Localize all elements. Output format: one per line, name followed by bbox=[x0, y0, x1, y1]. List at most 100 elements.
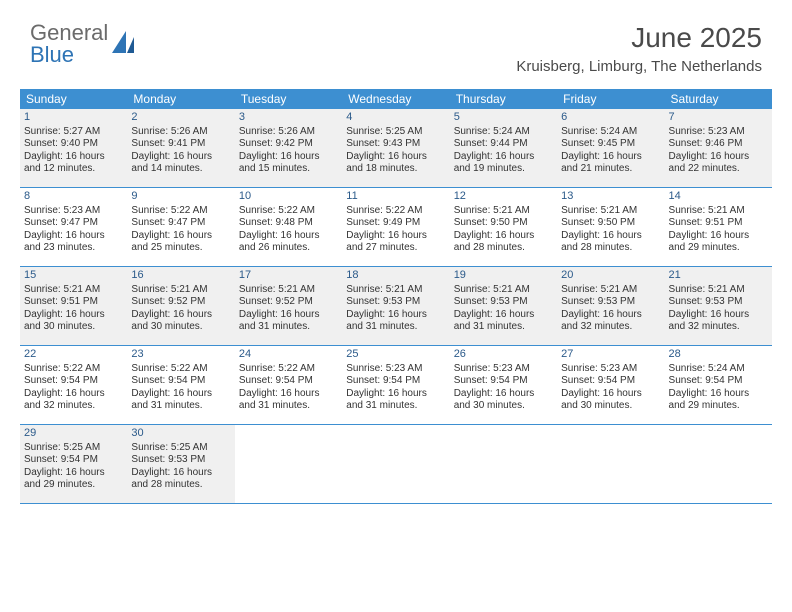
day-sunset: Sunset: 9:52 PM bbox=[131, 296, 230, 309]
day-number: 23 bbox=[131, 348, 230, 362]
day-number: 9 bbox=[131, 190, 230, 204]
day-day2: and 28 minutes. bbox=[561, 242, 660, 255]
day-cell: 6Sunrise: 5:24 AMSunset: 9:45 PMDaylight… bbox=[557, 109, 664, 187]
day-sunrise: Sunrise: 5:21 AM bbox=[561, 205, 660, 218]
day-sunrise: Sunrise: 5:24 AM bbox=[561, 126, 660, 139]
day-sunset: Sunset: 9:43 PM bbox=[346, 138, 445, 151]
day-day2: and 31 minutes. bbox=[239, 400, 338, 413]
day-day2: and 27 minutes. bbox=[346, 242, 445, 255]
day-day1: Daylight: 16 hours bbox=[561, 230, 660, 243]
day-day2: and 30 minutes. bbox=[454, 400, 553, 413]
day-cell: 23Sunrise: 5:22 AMSunset: 9:54 PMDayligh… bbox=[127, 346, 234, 424]
day-sunset: Sunset: 9:53 PM bbox=[561, 296, 660, 309]
day-sunrise: Sunrise: 5:21 AM bbox=[131, 284, 230, 297]
day-sunset: Sunset: 9:54 PM bbox=[131, 375, 230, 388]
day-number: 7 bbox=[669, 111, 768, 125]
weekday-header: Monday bbox=[127, 89, 234, 109]
day-sunset: Sunset: 9:47 PM bbox=[24, 217, 123, 230]
day-day1: Daylight: 16 hours bbox=[131, 309, 230, 322]
day-sunrise: Sunrise: 5:21 AM bbox=[454, 284, 553, 297]
day-day1: Daylight: 16 hours bbox=[561, 151, 660, 164]
day-number: 13 bbox=[561, 190, 660, 204]
day-sunset: Sunset: 9:53 PM bbox=[669, 296, 768, 309]
day-day1: Daylight: 16 hours bbox=[669, 309, 768, 322]
day-number: 28 bbox=[669, 348, 768, 362]
day-day1: Daylight: 16 hours bbox=[24, 151, 123, 164]
day-number: 27 bbox=[561, 348, 660, 362]
day-cell: 8Sunrise: 5:23 AMSunset: 9:47 PMDaylight… bbox=[20, 188, 127, 266]
day-day2: and 32 minutes. bbox=[24, 400, 123, 413]
day-cell: 2Sunrise: 5:26 AMSunset: 9:41 PMDaylight… bbox=[127, 109, 234, 187]
logo: General Blue bbox=[30, 22, 138, 66]
day-cell: 15Sunrise: 5:21 AMSunset: 9:51 PMDayligh… bbox=[20, 267, 127, 345]
day-day1: Daylight: 16 hours bbox=[346, 388, 445, 401]
day-cell: 25Sunrise: 5:23 AMSunset: 9:54 PMDayligh… bbox=[342, 346, 449, 424]
day-day1: Daylight: 16 hours bbox=[239, 309, 338, 322]
day-day1: Daylight: 16 hours bbox=[131, 467, 230, 480]
day-number: 17 bbox=[239, 269, 338, 283]
day-day2: and 29 minutes. bbox=[24, 479, 123, 492]
day-sunset: Sunset: 9:54 PM bbox=[346, 375, 445, 388]
day-cell: 12Sunrise: 5:21 AMSunset: 9:50 PMDayligh… bbox=[450, 188, 557, 266]
day-cell: 20Sunrise: 5:21 AMSunset: 9:53 PMDayligh… bbox=[557, 267, 664, 345]
day-sunrise: Sunrise: 5:23 AM bbox=[454, 363, 553, 376]
day-number: 11 bbox=[346, 190, 445, 204]
day-number: 2 bbox=[131, 111, 230, 125]
day-day2: and 30 minutes. bbox=[24, 321, 123, 334]
day-sunrise: Sunrise: 5:25 AM bbox=[24, 442, 123, 455]
day-sunset: Sunset: 9:48 PM bbox=[239, 217, 338, 230]
day-day2: and 30 minutes. bbox=[131, 321, 230, 334]
day-day2: and 31 minutes. bbox=[346, 400, 445, 413]
day-sunset: Sunset: 9:53 PM bbox=[131, 454, 230, 467]
day-day2: and 32 minutes. bbox=[561, 321, 660, 334]
day-day1: Daylight: 16 hours bbox=[239, 230, 338, 243]
day-cell: 9Sunrise: 5:22 AMSunset: 9:47 PMDaylight… bbox=[127, 188, 234, 266]
header: General Blue June 2025 Kruisberg, Limbur… bbox=[0, 0, 792, 83]
day-sunset: Sunset: 9:46 PM bbox=[669, 138, 768, 151]
day-sunset: Sunset: 9:54 PM bbox=[24, 454, 123, 467]
day-cell: 4Sunrise: 5:25 AMSunset: 9:43 PMDaylight… bbox=[342, 109, 449, 187]
day-day1: Daylight: 16 hours bbox=[454, 230, 553, 243]
day-cell: 1Sunrise: 5:27 AMSunset: 9:40 PMDaylight… bbox=[20, 109, 127, 187]
day-cell bbox=[342, 425, 449, 503]
day-sunrise: Sunrise: 5:21 AM bbox=[669, 284, 768, 297]
day-day2: and 19 minutes. bbox=[454, 163, 553, 176]
weekday-header-row: SundayMondayTuesdayWednesdayThursdayFrid… bbox=[20, 89, 772, 109]
day-day1: Daylight: 16 hours bbox=[454, 388, 553, 401]
week-row: 8Sunrise: 5:23 AMSunset: 9:47 PMDaylight… bbox=[20, 188, 772, 267]
day-number: 25 bbox=[346, 348, 445, 362]
day-number: 22 bbox=[24, 348, 123, 362]
day-number: 14 bbox=[669, 190, 768, 204]
day-day2: and 22 minutes. bbox=[669, 163, 768, 176]
calendar: SundayMondayTuesdayWednesdayThursdayFrid… bbox=[20, 89, 772, 504]
day-cell: 18Sunrise: 5:21 AMSunset: 9:53 PMDayligh… bbox=[342, 267, 449, 345]
day-sunrise: Sunrise: 5:23 AM bbox=[346, 363, 445, 376]
day-sunset: Sunset: 9:53 PM bbox=[346, 296, 445, 309]
day-day1: Daylight: 16 hours bbox=[24, 467, 123, 480]
day-day2: and 21 minutes. bbox=[561, 163, 660, 176]
day-cell: 14Sunrise: 5:21 AMSunset: 9:51 PMDayligh… bbox=[665, 188, 772, 266]
day-number: 3 bbox=[239, 111, 338, 125]
day-sunrise: Sunrise: 5:25 AM bbox=[346, 126, 445, 139]
day-day2: and 23 minutes. bbox=[24, 242, 123, 255]
weekday-header: Sunday bbox=[20, 89, 127, 109]
logo-word2: Blue bbox=[30, 42, 74, 67]
day-cell: 10Sunrise: 5:22 AMSunset: 9:48 PMDayligh… bbox=[235, 188, 342, 266]
day-number: 8 bbox=[24, 190, 123, 204]
day-day2: and 18 minutes. bbox=[346, 163, 445, 176]
day-sunset: Sunset: 9:45 PM bbox=[561, 138, 660, 151]
location: Kruisberg, Limburg, The Netherlands bbox=[516, 58, 762, 75]
day-sunrise: Sunrise: 5:26 AM bbox=[239, 126, 338, 139]
day-day1: Daylight: 16 hours bbox=[561, 309, 660, 322]
week-row: 15Sunrise: 5:21 AMSunset: 9:51 PMDayligh… bbox=[20, 267, 772, 346]
day-number: 19 bbox=[454, 269, 553, 283]
day-day2: and 31 minutes. bbox=[131, 400, 230, 413]
day-sunrise: Sunrise: 5:21 AM bbox=[454, 205, 553, 218]
day-day2: and 25 minutes. bbox=[131, 242, 230, 255]
day-day2: and 31 minutes. bbox=[454, 321, 553, 334]
day-sunset: Sunset: 9:54 PM bbox=[669, 375, 768, 388]
day-day1: Daylight: 16 hours bbox=[454, 151, 553, 164]
day-sunset: Sunset: 9:54 PM bbox=[454, 375, 553, 388]
day-cell: 19Sunrise: 5:21 AMSunset: 9:53 PMDayligh… bbox=[450, 267, 557, 345]
weeks-container: 1Sunrise: 5:27 AMSunset: 9:40 PMDaylight… bbox=[20, 109, 772, 504]
